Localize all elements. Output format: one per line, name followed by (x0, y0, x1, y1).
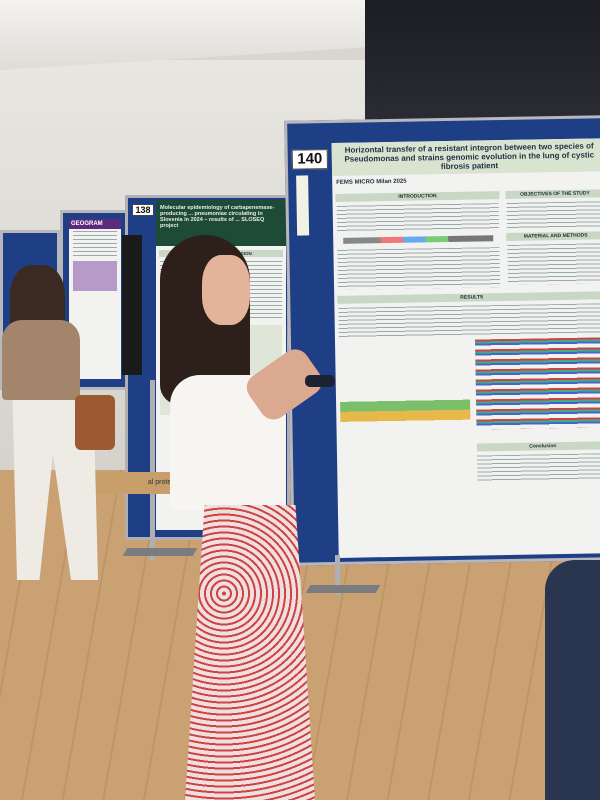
cardboard-box: al protection (85, 472, 190, 494)
dark-hall-ceiling (365, 0, 600, 135)
poster-text (73, 231, 117, 257)
poster-number-138: 138 (132, 204, 154, 216)
poster-text (338, 303, 600, 338)
conference-logo: FEMS MICRO Milan 2025 (336, 178, 407, 186)
poster-text (337, 247, 501, 290)
gene-map (343, 235, 494, 244)
stand-pole (335, 555, 340, 595)
poster-text (507, 243, 600, 285)
stand-pole (150, 380, 155, 560)
section-methods: MATERIAL AND METHODS (506, 231, 600, 241)
poster-text (336, 203, 500, 232)
genome-alignment-figure (474, 337, 600, 430)
poster-number-140: 140 (291, 149, 328, 170)
face (202, 255, 250, 325)
poster-text (477, 453, 600, 482)
handbag (75, 395, 115, 450)
dark-banner (122, 235, 142, 375)
section-introduction: INTRODUCTION (335, 191, 500, 202)
section-objectives: OBJECTIVES OF THE STUDY (505, 189, 600, 199)
wristband (305, 375, 335, 387)
floral-skirt (185, 505, 315, 800)
geogram-title: GEOGRAM (69, 219, 121, 229)
person-left (0, 265, 115, 585)
section-results: RESULTS (337, 291, 600, 304)
section-conclusion: Conclusion (476, 441, 600, 452)
person-right-edge (545, 560, 600, 800)
poster-text (506, 201, 600, 229)
paper-tag (296, 175, 310, 236)
person-main (140, 235, 360, 800)
poster-140-title: Horizontal transfer of a resistant integ… (331, 138, 600, 176)
poster-figure (73, 261, 117, 291)
